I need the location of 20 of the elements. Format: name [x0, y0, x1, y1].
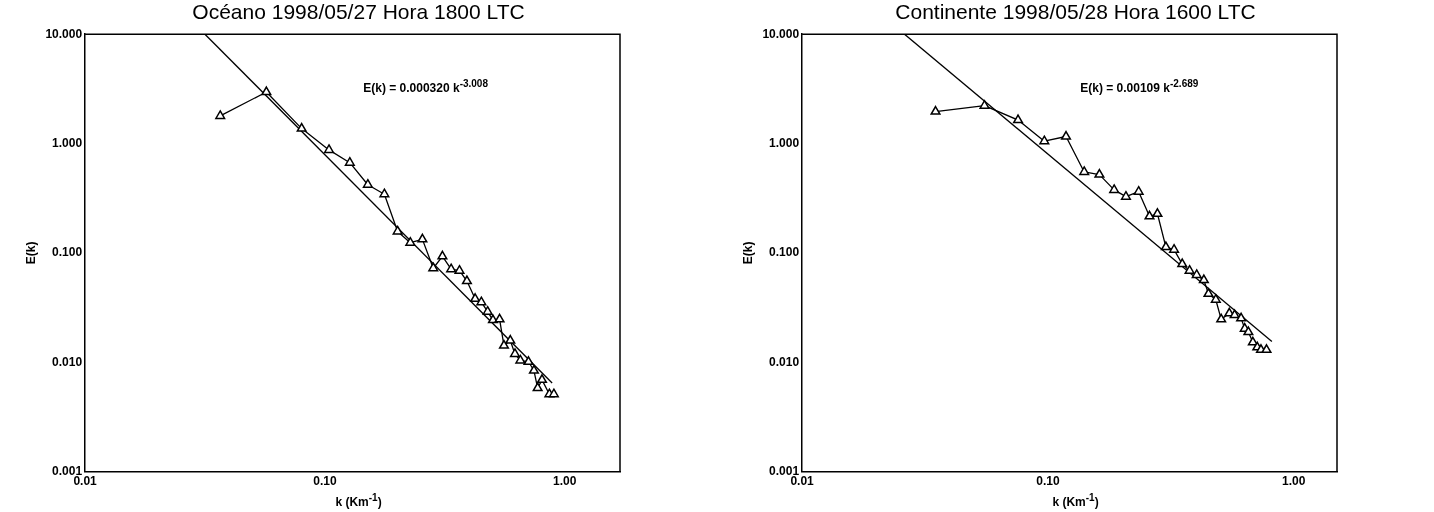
- y-tick-label: 0.100: [52, 245, 83, 260]
- x-tick-label: 1.00: [553, 474, 577, 489]
- y-tick-label: 1.000: [52, 135, 83, 150]
- x-axis-title: k (Km$^{-1}$): [1051, 492, 1100, 509]
- y-tick-label: 10.000: [45, 26, 83, 41]
- annotation: E(k) = 0.000320 k$^{-3.008}$: [363, 77, 488, 95]
- x-axis-title: k (Km$^{-1}$): [334, 492, 383, 509]
- annotation: E(k) = 0.00109 k$^{-2.689}$: [1080, 77, 1199, 95]
- x-tick-label: 0.10: [1036, 474, 1060, 489]
- y-axis-title: E(k): [23, 241, 38, 265]
- y-tick-label: 0.010: [769, 354, 800, 369]
- chart-title: Continente 1998/05/28 Hora 1600 LTC: [894, 0, 1257, 24]
- y-axis-title: E(k): [740, 241, 755, 265]
- y-tick-label: 0.100: [769, 245, 800, 260]
- x-tick-label: 1.00: [1282, 474, 1306, 489]
- x-tick-label: 0.10: [313, 474, 337, 489]
- y-tick-label: 1.000: [769, 135, 800, 150]
- y-tick-label: 10.000: [762, 26, 800, 41]
- y-tick-label: 0.010: [52, 354, 83, 369]
- chart-title: Océano 1998/05/27 Hora 1800 LTC: [191, 0, 526, 24]
